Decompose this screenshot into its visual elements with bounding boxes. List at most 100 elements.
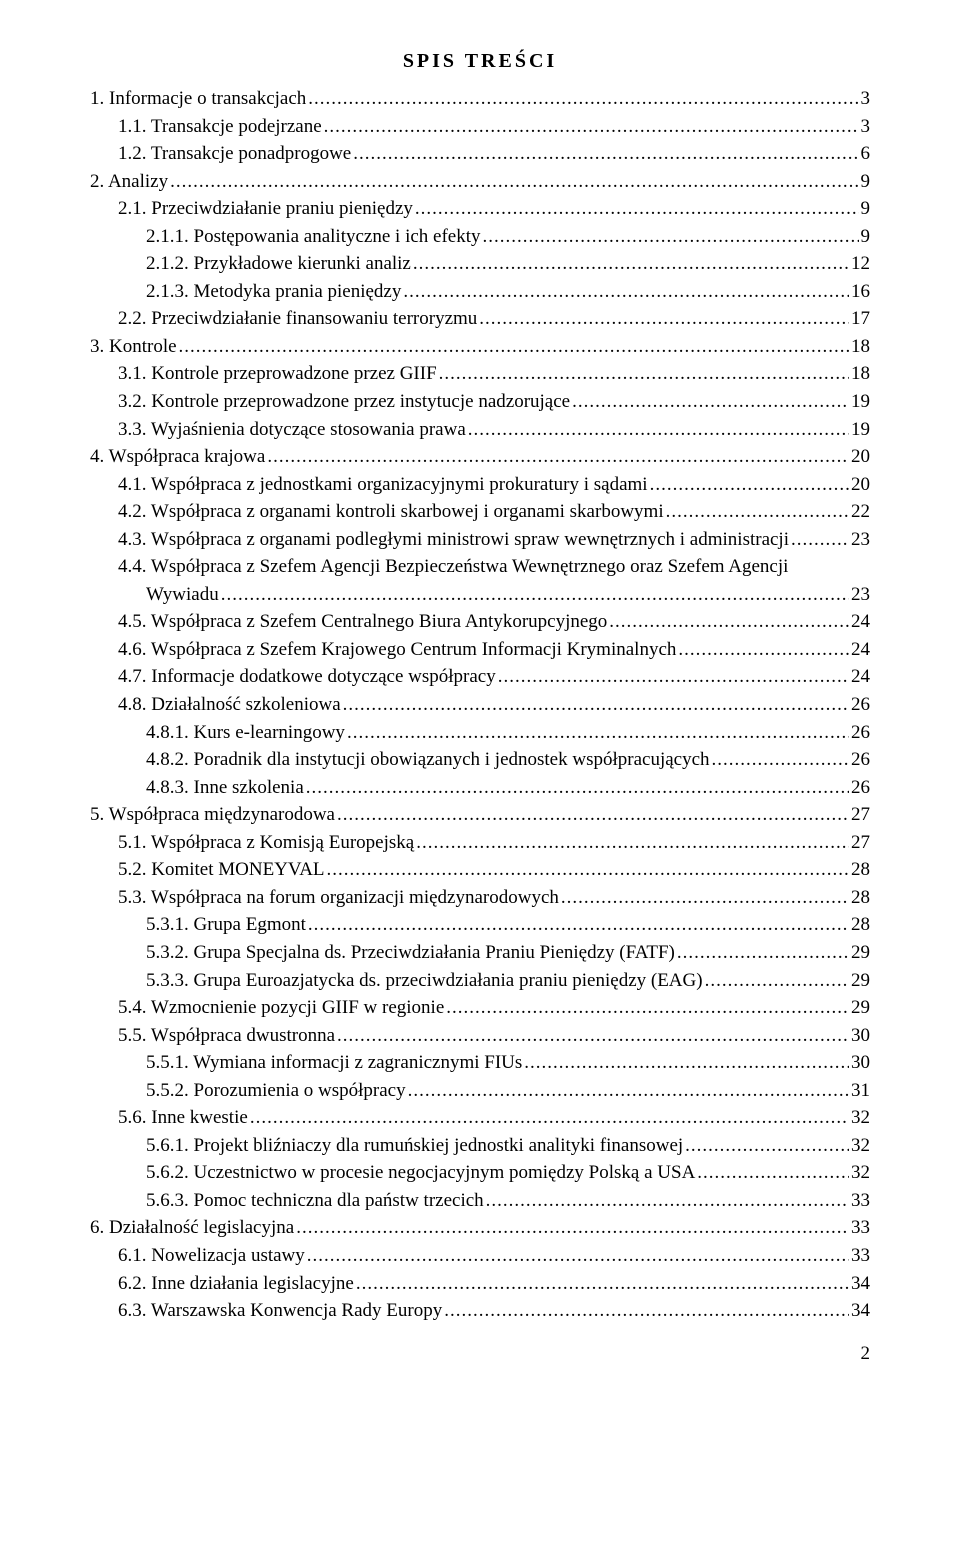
- toc-entry-page: 24: [851, 663, 870, 691]
- toc-leader-dots: [415, 195, 859, 223]
- toc-leader-dots: [308, 911, 849, 939]
- toc-entry: 5.3.3. Grupa Euroazjatycka ds. przeciwdz…: [90, 967, 870, 995]
- toc-entry-label: Wywiadu: [146, 581, 219, 609]
- toc-leader-dots: [572, 388, 849, 416]
- toc-entry-label: 4. Współpraca krajowa: [90, 443, 265, 471]
- toc-entry-page: 12: [851, 250, 870, 278]
- toc-entry: 2.1. Przeciwdziałanie praniu pieniędzy 9: [90, 195, 870, 223]
- toc-leader-dots: [650, 471, 849, 499]
- toc-title: SPIS TREŚCI: [90, 50, 870, 73]
- toc-entry: 5.5.2. Porozumienia o współpracy 31: [90, 1077, 870, 1105]
- toc-leader-dots: [408, 1077, 849, 1105]
- toc-entry-page: 9: [861, 223, 871, 251]
- toc-leader-dots: [791, 526, 849, 554]
- toc-entry-label: 4.8.3. Inne szkolenia: [146, 774, 304, 802]
- toc-entry-page: 23: [851, 581, 870, 609]
- toc-entry-page: 30: [851, 1022, 870, 1050]
- toc-entry: 5.1. Współpraca z Komisją Europejską 27: [90, 829, 870, 857]
- page-number: 2: [90, 1343, 870, 1365]
- toc-entry-page: 28: [851, 911, 870, 939]
- toc-entry-label: 5.3. Współpraca na forum organizacji mię…: [118, 884, 559, 912]
- toc-entry-label: 2.1.3. Metodyka prania pieniędzy: [146, 278, 401, 306]
- toc-entry: 2.1.2. Przykładowe kierunki analiz 12: [90, 250, 870, 278]
- toc-entry-continuation: Wywiadu 23: [90, 581, 870, 609]
- toc-entry: 5.5.1. Wymiana informacji z zagranicznym…: [90, 1049, 870, 1077]
- toc-entry-label: 5.6.2. Uczestnictwo w procesie negocjacy…: [146, 1159, 695, 1187]
- toc-leader-dots: [327, 856, 849, 884]
- toc-entry-page: 23: [851, 526, 870, 554]
- toc-entry-page: 26: [851, 746, 870, 774]
- toc-entry-page: 18: [851, 333, 870, 361]
- toc-entry-page: 29: [851, 994, 870, 1022]
- toc-entry-page: 18: [851, 360, 870, 388]
- toc-entry-label: 4.8.2. Poradnik dla instytucji obowiązan…: [146, 746, 710, 774]
- toc-leader-dots: [483, 223, 859, 251]
- toc-entry: 4.4. Współpraca z Szefem Agencji Bezpiec…: [90, 553, 870, 581]
- toc-entry: 4.1. Współpraca z jednostkami organizacy…: [90, 471, 870, 499]
- toc-entry-label: 3.2. Kontrole przeprowadzone przez insty…: [118, 388, 570, 416]
- toc-entry-label: 5.3.2. Grupa Specjalna ds. Przeciwdziała…: [146, 939, 675, 967]
- toc-entry-label: 6.1. Nowelizacja ustawy: [118, 1242, 305, 1270]
- toc-entry: 3.3. Wyjaśnienia dotyczące stosowania pr…: [90, 416, 870, 444]
- toc-entry-label: 5.6.3. Pomoc techniczna dla państw trzec…: [146, 1187, 484, 1215]
- toc-entry-page: 28: [851, 884, 870, 912]
- toc-entry-label: 3.3. Wyjaśnienia dotyczące stosowania pr…: [118, 416, 466, 444]
- toc-entry-page: 26: [851, 774, 870, 802]
- toc-entry: 5.3.1. Grupa Egmont 28: [90, 911, 870, 939]
- toc-leader-dots: [439, 360, 849, 388]
- toc-entry: 4.7. Informacje dodatkowe dotyczące wspó…: [90, 663, 870, 691]
- toc-leader-dots: [416, 829, 849, 857]
- toc-entry-page: 29: [851, 939, 870, 967]
- toc-entry: 4.8. Działalność szkoleniowa 26: [90, 691, 870, 719]
- toc-entry: 5.2. Komitet MONEYVAL 28: [90, 856, 870, 884]
- toc-leader-dots: [705, 967, 849, 995]
- toc-entry: 5.5. Współpraca dwustronna 30: [90, 1022, 870, 1050]
- toc-entry-page: 34: [851, 1270, 870, 1298]
- toc-leader-dots: [697, 1159, 849, 1187]
- toc-entry-label: 4.8. Działalność szkoleniowa: [118, 691, 341, 719]
- toc-entry-page: 26: [851, 719, 870, 747]
- toc-entry-label: 5. Współpraca międzynarodowa: [90, 801, 335, 829]
- toc-entry-label: 5.3.1. Grupa Egmont: [146, 911, 306, 939]
- toc-container: 1. Informacje o transakcjach 31.1. Trans…: [90, 85, 870, 1325]
- toc-entry-page: 30: [851, 1049, 870, 1077]
- toc-leader-dots: [337, 1022, 849, 1050]
- toc-leader-dots: [524, 1049, 849, 1077]
- toc-entry-label: 4.2. Współpraca z organami kontroli skar…: [118, 498, 664, 526]
- toc-entry-label: 2.1.2. Przykładowe kierunki analiz: [146, 250, 411, 278]
- toc-leader-dots: [444, 1297, 849, 1325]
- toc-entry-page: 32: [851, 1159, 870, 1187]
- toc-entry: 4.8.2. Poradnik dla instytucji obowiązan…: [90, 746, 870, 774]
- toc-entry-page: 33: [851, 1187, 870, 1215]
- toc-entry-label: 4.6. Współpraca z Szefem Krajowego Centr…: [118, 636, 676, 664]
- toc-entry-page: 24: [851, 636, 870, 664]
- toc-entry: 1.1. Transakcje podejrzane 3: [90, 113, 870, 141]
- toc-entry-label: 5.5. Współpraca dwustronna: [118, 1022, 335, 1050]
- toc-entry: 1. Informacje o transakcjach 3: [90, 85, 870, 113]
- toc-entry-page: 3: [861, 113, 871, 141]
- toc-leader-dots: [343, 691, 849, 719]
- toc-entry: 4.8.3. Inne szkolenia 26: [90, 774, 870, 802]
- toc-entry: 3.2. Kontrole przeprowadzone przez insty…: [90, 388, 870, 416]
- toc-entry: 1.2. Transakcje ponadprogowe 6: [90, 140, 870, 168]
- toc-entry-label: 5.5.1. Wymiana informacji z zagranicznym…: [146, 1049, 522, 1077]
- toc-entry-label: 4.5. Współpraca z Szefem Centralnego Biu…: [118, 608, 607, 636]
- toc-leader-dots: [267, 443, 849, 471]
- toc-leader-dots: [666, 498, 849, 526]
- toc-leader-dots: [498, 663, 849, 691]
- toc-entry: 2. Analizy 9: [90, 168, 870, 196]
- toc-entry: 4. Współpraca krajowa 20: [90, 443, 870, 471]
- toc-entry-label: 5.1. Współpraca z Komisją Europejską: [118, 829, 414, 857]
- toc-leader-dots: [337, 801, 849, 829]
- toc-entry-page: 20: [851, 471, 870, 499]
- toc-entry-label: 6.3. Warszawska Konwencja Rady Europy: [118, 1297, 442, 1325]
- toc-leader-dots: [685, 1132, 849, 1160]
- toc-entry-label: 6.2. Inne działania legislacyjne: [118, 1270, 354, 1298]
- toc-entry-label: 5.3.3. Grupa Euroazjatycka ds. przeciwdz…: [146, 967, 703, 995]
- toc-entry: 2.1.3. Metodyka prania pieniędzy 16: [90, 278, 870, 306]
- toc-entry: 6.3. Warszawska Konwencja Rady Europy 34: [90, 1297, 870, 1325]
- toc-entry-page: 24: [851, 608, 870, 636]
- toc-entry-page: 20: [851, 443, 870, 471]
- toc-leader-dots: [250, 1104, 849, 1132]
- toc-entry-page: 9: [861, 195, 871, 223]
